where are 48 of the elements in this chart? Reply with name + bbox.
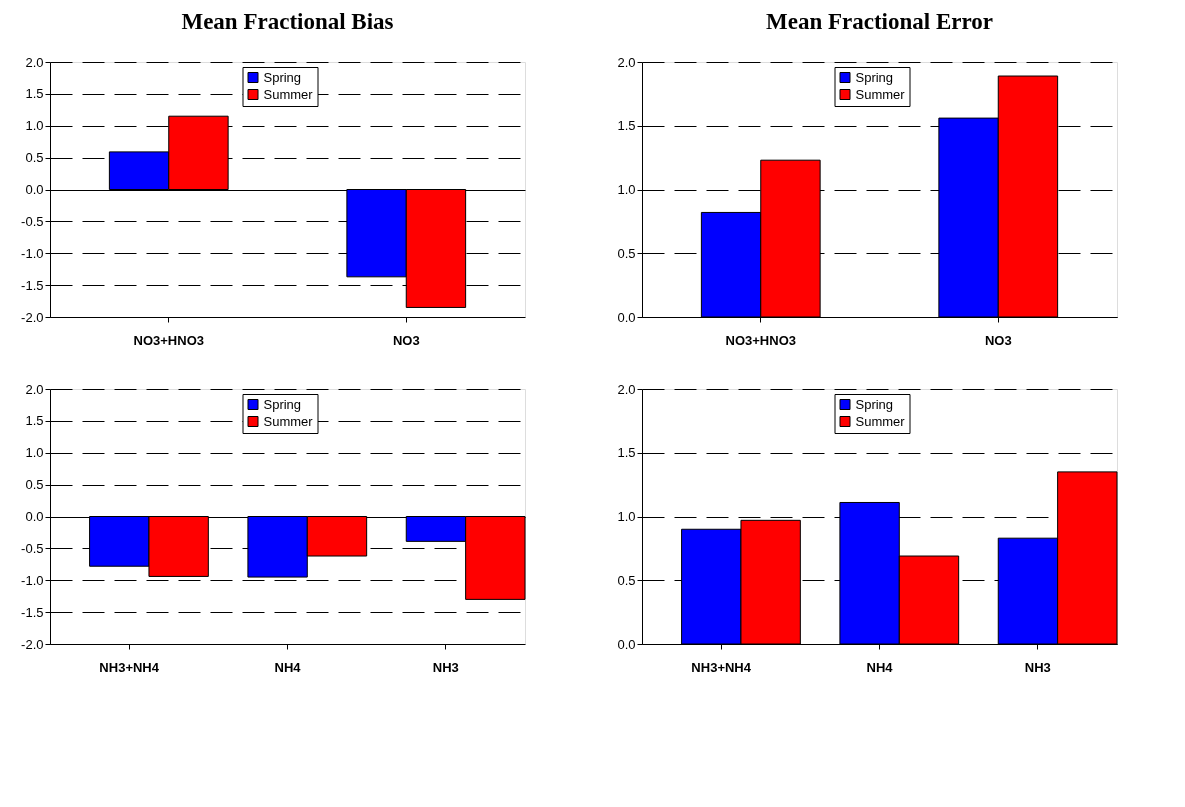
- legend-label: Spring: [263, 396, 302, 412]
- x-tick-label: NO3: [984, 332, 1012, 348]
- y-tick-label: -0.5: [21, 213, 44, 229]
- legend-label: Summer: [855, 86, 906, 102]
- x-tick-label: NO3+HNO3: [133, 332, 204, 348]
- y-tick-label: -1.0: [21, 245, 44, 261]
- y-tick-label: 2.0: [617, 54, 636, 70]
- y-tick-label: 1.5: [25, 413, 44, 429]
- y-tick-label: -2.0: [21, 309, 44, 325]
- legend-label: Summer: [263, 413, 314, 429]
- x-tick-label: NH3: [1024, 659, 1051, 675]
- y-tick-label: 0.0: [617, 309, 636, 325]
- y-tick-label: 0.5: [25, 477, 44, 493]
- x-tick-label: NO3: [392, 332, 420, 348]
- y-tick-label: -1.5: [21, 604, 44, 620]
- y-tick-label: 1.0: [25, 118, 44, 134]
- legend-label: Summer: [263, 86, 314, 102]
- x-tick-label: NH4: [274, 659, 302, 675]
- x-tick-label: NH4: [866, 659, 894, 675]
- legend-label: Spring: [263, 69, 302, 85]
- y-tick-label: 0.0: [25, 509, 44, 524]
- y-tick-label: -1.0: [21, 572, 44, 588]
- y-tick-label: 1.5: [617, 118, 636, 134]
- chart-title: Mean Fractional Bias: [181, 9, 394, 34]
- y-tick-label: 1.0: [617, 509, 636, 524]
- y-tick-label: 1.0: [617, 182, 636, 197]
- y-tick-label: 1.0: [25, 445, 44, 461]
- y-tick-label: 0.5: [25, 150, 44, 166]
- chart-title: Mean Fractional Error: [766, 9, 993, 34]
- y-tick-label: 2.0: [25, 54, 44, 70]
- legend-label: Spring: [855, 396, 894, 412]
- x-tick-label: NH3: [432, 659, 459, 675]
- y-tick-label: -1.5: [21, 277, 44, 293]
- y-tick-label: 2.0: [617, 381, 636, 397]
- legend-label: Spring: [855, 69, 894, 85]
- y-tick-label: 2.0: [25, 381, 44, 397]
- x-tick-label: NH3+NH4: [691, 659, 752, 675]
- y-tick-label: 1.5: [25, 86, 44, 102]
- x-tick-label: NO3+HNO3: [725, 332, 796, 348]
- y-tick-label: 0.0: [25, 182, 44, 197]
- y-tick-label: -2.0: [21, 636, 44, 652]
- y-tick-label: -0.5: [21, 540, 44, 556]
- x-tick-label: NH3+NH4: [99, 659, 160, 675]
- legend-label: Summer: [855, 413, 906, 429]
- y-tick-label: 1.5: [617, 445, 636, 461]
- y-tick-label: 0.5: [617, 245, 636, 261]
- y-tick-label: 0.5: [617, 572, 636, 588]
- y-tick-label: 0.0: [617, 636, 636, 652]
